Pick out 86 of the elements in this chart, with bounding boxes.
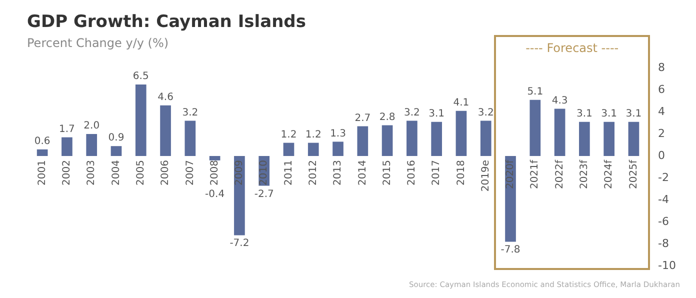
x-tick-label: 2021f — [530, 160, 541, 189]
text: ---- Forecast ---- — [524, 41, 620, 55]
data-label: 3.1 — [428, 108, 445, 120]
x-tick-label: 2004 — [110, 160, 122, 186]
data-label: 3.1 — [601, 108, 618, 120]
bar — [62, 137, 72, 156]
x-tick-label: 2013 — [332, 160, 344, 186]
bar — [86, 134, 98, 156]
x-tick-label: 2008 — [209, 160, 220, 186]
y-tick-label: -6 — [658, 214, 670, 228]
x-tick-label: 2016 — [406, 160, 418, 186]
bar — [332, 142, 344, 156]
data-label: 3.1 — [576, 108, 592, 120]
bar — [406, 120, 418, 156]
bar — [431, 122, 442, 156]
chart-subtitle: Percent Change y/y (%) — [27, 36, 169, 50]
y-tick-label: 2 — [658, 126, 666, 140]
data-label: 5.1 — [527, 86, 544, 98]
y-tick-label: -4 — [658, 192, 670, 206]
bar — [209, 156, 220, 160]
x-tick-label: 2020f — [505, 160, 516, 189]
y-tick-label: -2 — [658, 170, 669, 184]
x-tick-label: 2003 — [86, 160, 98, 186]
bar — [604, 122, 614, 156]
y-tick-label: 8 — [658, 60, 666, 74]
data-label: 4.3 — [552, 95, 568, 106]
data-label: 3.2 — [182, 107, 198, 118]
x-tick-label: 2014 — [357, 160, 368, 186]
y-tick-label: -10 — [658, 258, 676, 272]
x-tick-label: 2005 — [135, 160, 146, 186]
x-tick-label: 2015 — [382, 160, 393, 186]
bar — [135, 84, 146, 156]
data-label: 1.7 — [59, 124, 75, 135]
data-label: 4.6 — [158, 92, 174, 103]
bar — [530, 100, 541, 156]
data-label: 2.7 — [354, 112, 371, 124]
x-tick-label: 2023f — [579, 160, 590, 189]
data-label: 3.2 — [478, 107, 494, 118]
bar — [357, 126, 368, 156]
x-tick-label: 2011 — [283, 160, 294, 186]
bar — [283, 142, 294, 156]
data-label: -7.2 — [230, 238, 250, 249]
data-label: 1.2 — [305, 129, 322, 140]
bar — [554, 108, 566, 156]
data-label: 3.1 — [626, 108, 642, 120]
x-tick-label: 2001 — [36, 160, 48, 186]
data-label: 6.5 — [132, 71, 149, 82]
data-label: 0.6 — [34, 136, 50, 147]
bar — [36, 149, 48, 156]
x-tick-label: 2012 — [308, 160, 319, 186]
x-tick-label: 2002 — [62, 160, 73, 186]
y-tick-label: 4 — [658, 104, 666, 118]
data-label: 4.1 — [453, 97, 470, 108]
x-tick-label: 2006 — [160, 160, 172, 186]
data-label: 1.3 — [330, 128, 346, 140]
data-label: 1.2 — [280, 129, 297, 140]
x-tick-label: 2024f — [604, 160, 615, 189]
x-tick-label: 2009 — [234, 160, 246, 186]
data-label: -0.4 — [205, 189, 225, 200]
x-tick-label: 2019e — [480, 160, 492, 192]
data-label: 0.9 — [108, 132, 124, 144]
x-tick-label: 2025f — [628, 160, 640, 189]
data-label: 3.2 — [404, 107, 420, 118]
y-tick-label: 0 — [658, 148, 666, 162]
chart-title: GDP Growth: Cayman Islands — [27, 12, 306, 32]
x-tick-label: 2022f — [554, 160, 566, 189]
data-label: -7.8 — [500, 244, 520, 256]
x-tick-label: 2018 — [456, 160, 467, 186]
bar — [505, 156, 516, 242]
bar — [579, 122, 590, 156]
bar — [480, 120, 492, 156]
data-label: -2.7 — [254, 189, 274, 200]
data-label: 2.8 — [379, 112, 396, 123]
bar — [308, 142, 319, 156]
x-tick-label: 2010 — [258, 160, 270, 186]
bar — [184, 120, 196, 156]
bar — [456, 110, 467, 156]
x-tick-label: 2007 — [184, 160, 196, 186]
bar — [382, 125, 393, 156]
x-tick-label: 2017 — [431, 160, 442, 186]
data-label: 2.0 — [84, 120, 100, 132]
bar — [110, 146, 122, 156]
y-tick-label: -8 — [658, 236, 670, 250]
bar — [160, 105, 171, 156]
bar — [628, 122, 640, 156]
y-tick-label: 6 — [658, 82, 666, 96]
